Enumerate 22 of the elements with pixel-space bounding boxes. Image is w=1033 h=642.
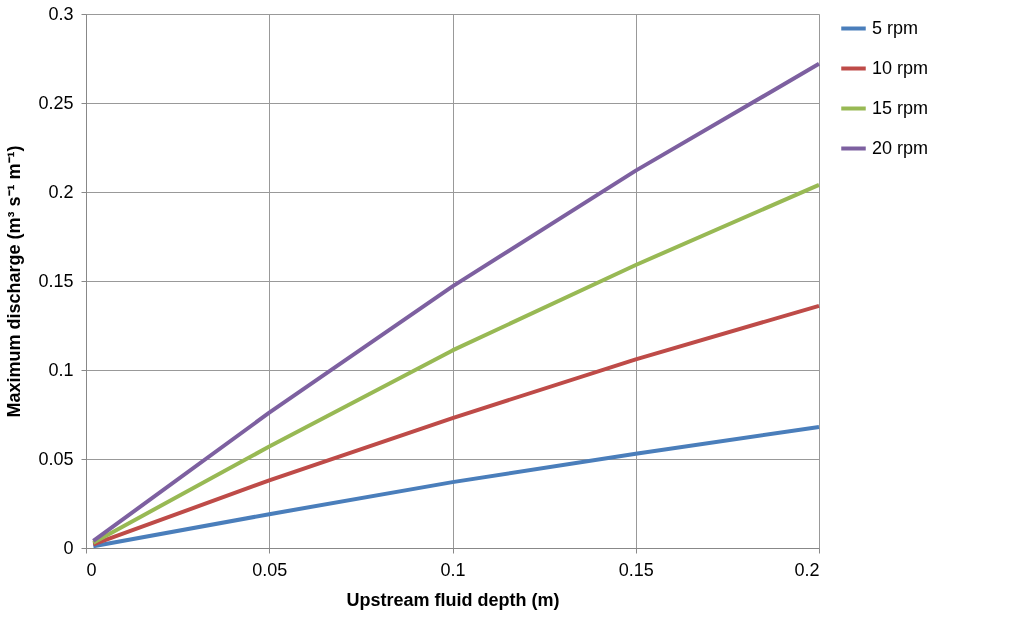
line-series bbox=[91, 424, 821, 549]
y-axis-title: Maximum discharge (m³ s⁻¹ m⁻¹) bbox=[4, 145, 25, 418]
x-tick-label: 0 bbox=[86, 559, 97, 580]
x-tick-label: 0.2 bbox=[794, 559, 820, 580]
x-tick-label: 0.1 bbox=[440, 559, 466, 580]
y-tick-label: 0.25 bbox=[38, 92, 74, 113]
x-axis-title: Upstream fluid depth (m) bbox=[346, 589, 560, 610]
line-series bbox=[91, 303, 821, 547]
y-tick-label: 0.1 bbox=[48, 359, 74, 380]
y-tick-label: 0 bbox=[63, 537, 74, 558]
legend-label: 15 rpm bbox=[872, 97, 929, 118]
legend-label: 10 rpm bbox=[872, 57, 929, 78]
x-tick-label: 0.05 bbox=[252, 559, 288, 580]
y-tick-label: 0.3 bbox=[48, 3, 74, 24]
line-series bbox=[91, 61, 821, 543]
y-tick-label: 0.2 bbox=[48, 181, 74, 202]
line-series bbox=[91, 182, 821, 545]
y-tick-label: 0.15 bbox=[38, 270, 74, 291]
y-tick-label: 0.05 bbox=[38, 448, 74, 469]
x-tick-label: 0.15 bbox=[618, 559, 654, 580]
legend-label: 20 rpm bbox=[872, 137, 929, 158]
legend-label: 5 rpm bbox=[872, 17, 919, 38]
